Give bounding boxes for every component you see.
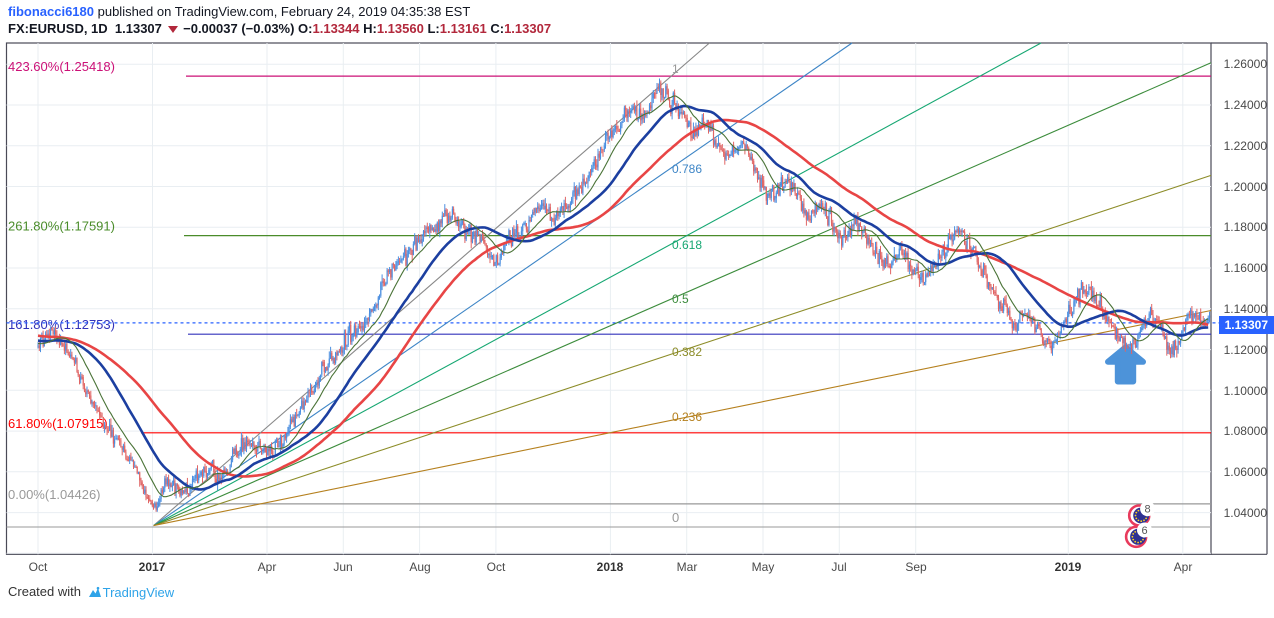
svg-text:0: 0 [672,510,679,525]
svg-text:0.00%(1.04426): 0.00%(1.04426) [8,487,101,502]
svg-text:423.60%(1.25418): 423.60%(1.25418) [8,59,115,74]
svg-text:8: 8 [1145,504,1151,516]
svg-text:161.80%(1.12753): 161.80%(1.12753) [8,317,115,332]
svg-text:6: 6 [1141,525,1147,537]
svg-text:261.80%(1.17591): 261.80%(1.17591) [8,219,115,234]
svg-text:61.80%(1.07915): 61.80%(1.07915) [8,416,108,431]
